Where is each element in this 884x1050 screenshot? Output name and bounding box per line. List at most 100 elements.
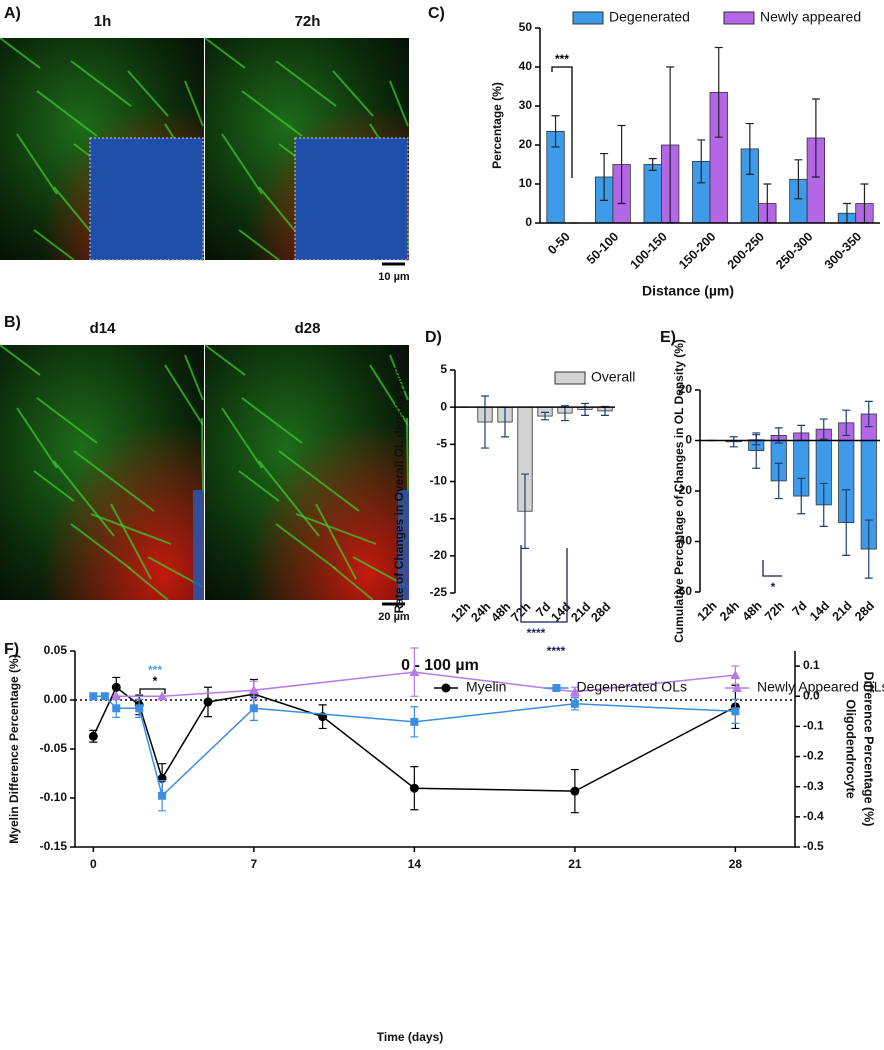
fiber (332, 566, 374, 601)
legend-label: Degenerated (609, 9, 690, 25)
x-axis-label: Distance (µm) (642, 283, 734, 299)
error-bar (774, 462, 783, 500)
x-tick-label: 48h (740, 599, 765, 624)
y-tick-label: 30 (519, 98, 533, 112)
error-bar (842, 409, 851, 437)
fiber (332, 70, 374, 117)
fiber (201, 417, 204, 494)
fiber (36, 397, 98, 444)
y-tick-label: 0 (685, 433, 692, 447)
y-tick-label: 0 (440, 399, 447, 413)
y-tick-label: -15 (430, 511, 448, 525)
fiber (389, 354, 409, 401)
fiber (369, 364, 409, 426)
error-bar (797, 477, 806, 515)
fiber (238, 229, 280, 261)
marker (88, 731, 98, 741)
x-tick-label: 28d (588, 600, 613, 625)
panel-label: E) (660, 329, 676, 346)
fiber (406, 417, 409, 494)
x-tick-label: 150-200 (676, 230, 718, 272)
marker (111, 691, 122, 701)
x-axis-label: Time (days) (377, 1030, 443, 1044)
error-bar (581, 402, 589, 416)
x-tick-label: 200-250 (725, 230, 767, 272)
y-tick-label: 20 (519, 137, 533, 151)
y2-tick-label: -0.5 (803, 839, 824, 853)
legend-label: Degenerated OLs (576, 679, 687, 695)
fiber (70, 523, 132, 570)
fiber (389, 80, 409, 127)
fiber (241, 90, 303, 137)
y-tick-label: 10 (519, 176, 533, 190)
error-bar (648, 158, 657, 171)
marker (158, 791, 167, 800)
marker (111, 682, 121, 692)
marker (409, 783, 419, 793)
y-tick-label: -5 (436, 437, 447, 451)
fiber (70, 60, 132, 107)
x-tick-label: 12h (695, 599, 720, 624)
significance-bracket (139, 688, 166, 694)
x-tick-label: 28 (729, 857, 743, 871)
significance-label: **** (547, 644, 566, 658)
inset (89, 137, 204, 261)
panel-label: C) (428, 5, 445, 22)
error-bar (600, 152, 609, 201)
image-caption: d14 (90, 320, 117, 337)
x-tick-label: 7 (251, 857, 258, 871)
axes (74, 651, 796, 848)
chart-title: 0 - 100 µm (401, 657, 479, 674)
y-axis-label: Percentage (%) (490, 82, 504, 169)
significance-bracket (551, 66, 573, 178)
marker (730, 670, 741, 680)
fiber (275, 523, 337, 570)
panel-label: A) (4, 5, 21, 22)
significance-label: *** (148, 663, 162, 677)
y-tick-label: 40 (519, 59, 533, 73)
fiber (204, 344, 246, 376)
error-bar (561, 405, 569, 422)
marker (441, 683, 451, 693)
image-caption: 72h (295, 13, 321, 30)
marker (89, 692, 98, 701)
error-bar (481, 395, 489, 449)
y2-tick-label: 0.1 (803, 658, 820, 672)
fiber (184, 80, 204, 127)
y-tick-label: 0 (525, 215, 532, 229)
x-tick-label: 21 (568, 857, 582, 871)
marker (732, 683, 742, 692)
error-bar (819, 418, 828, 440)
y-tick-label: 50 (519, 20, 533, 34)
x-tick-label: 300-350 (822, 230, 864, 272)
panel-label: D) (425, 329, 442, 346)
marker (203, 697, 213, 707)
x-tick-label: 0 (90, 857, 97, 871)
fiber (127, 566, 169, 601)
x-tick-label: 14d (807, 599, 832, 624)
error-bar (617, 124, 626, 205)
error-bar (842, 489, 851, 556)
line (116, 671, 736, 697)
fiber (278, 450, 360, 512)
bar (643, 164, 662, 224)
x-tick-label: 0-50 (545, 230, 573, 258)
y2-tick-label: 0.0 (803, 688, 820, 702)
fiber (184, 354, 204, 401)
legend-swatch (554, 371, 586, 385)
legend-label: Myelin (466, 679, 506, 695)
x-tick-label: 100-150 (628, 230, 670, 272)
fiber (275, 60, 337, 107)
y2-axis-label: Oligodendrocyte (844, 699, 858, 798)
error-bar (714, 46, 723, 138)
fiber (0, 344, 41, 376)
x-tick-label: 24h (717, 599, 742, 624)
image-caption: d28 (295, 320, 321, 337)
marker (570, 786, 580, 796)
inset (193, 490, 204, 600)
fiber (221, 407, 263, 469)
y-tick-label: 0.00 (44, 692, 68, 706)
legend-swatch (572, 11, 604, 25)
significance-label: **** (527, 626, 546, 640)
